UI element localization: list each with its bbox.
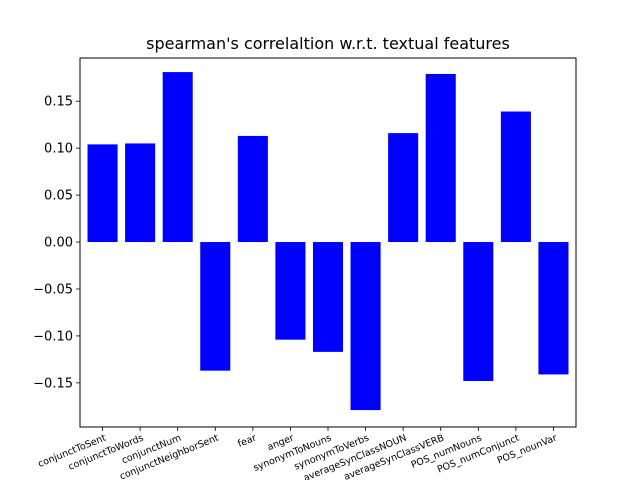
bar-synonymToNouns [312,242,344,352]
bar-POS_nounVar [538,242,569,375]
y-tick-label: 0.00 [44,236,73,251]
y-tick-label: 0.05 [44,189,73,204]
y-tick-label: −0.05 [33,282,73,297]
plot-frame [79,57,577,428]
y-tick-label: −0.15 [33,376,73,391]
y-tick-label: 0.10 [44,142,73,157]
bar-averageSynClassNOUN [388,133,419,243]
bar-group [87,72,569,411]
bar-anger [275,242,306,340]
chart-title: spearman's correlaltion w.r.t. textual f… [146,34,510,53]
bar-conjunctToSent [87,144,118,243]
y-tick-label: −0.10 [33,329,73,344]
bar-averageSynClassVERB [425,73,456,243]
x-axis: conjunctToSentconjunctToWordsconjunctNum… [37,427,559,480]
bar-conjunctNeighborSent [200,242,231,371]
bar-fear [237,135,268,243]
bar-POS_numNouns [463,242,494,381]
bar-POS_numConjunct [500,111,531,243]
x-tick-label: fear [236,433,258,450]
y-tick-label: 0.15 [44,95,73,110]
y-axis: −0.15 −0.10 −0.05 0.00 0.05 0.10 0.15 [33,95,80,391]
bar-conjunctToWords [125,143,156,243]
bar-synonymToVerbs [350,242,381,411]
bar-conjunctNum [162,72,193,243]
